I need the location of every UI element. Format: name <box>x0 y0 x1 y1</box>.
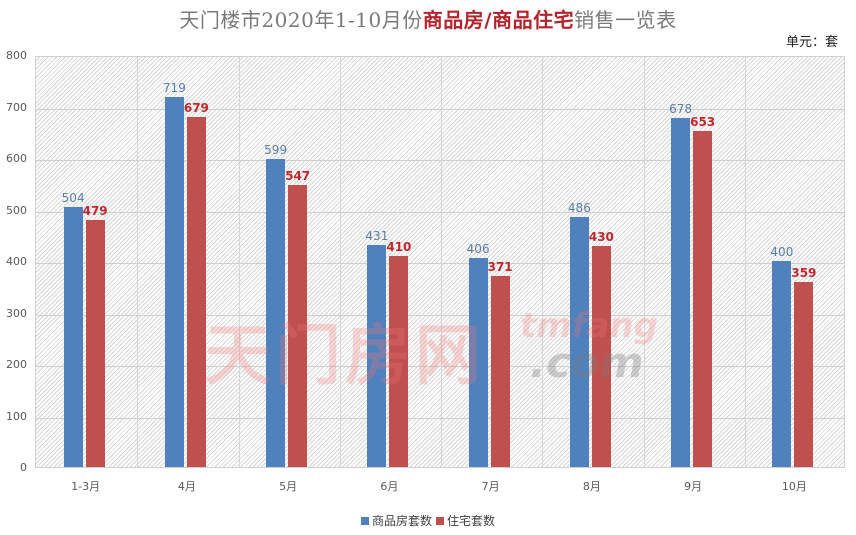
y-tick-label: 200 <box>6 358 27 371</box>
bar-residential <box>288 185 308 467</box>
category-divider <box>339 57 341 467</box>
bar-residential <box>85 220 105 467</box>
data-label: 486 <box>567 200 591 215</box>
bar-commercial-housing <box>266 158 286 467</box>
category-divider <box>744 57 746 467</box>
category-divider <box>542 57 544 467</box>
x-tick-label: 7月 <box>481 480 500 493</box>
legend-swatch-icon <box>436 516 444 525</box>
category-divider <box>238 57 240 467</box>
data-label: 406 <box>466 241 490 256</box>
data-label: 599 <box>264 142 288 157</box>
data-label: 430 <box>588 229 614 244</box>
data-label: 410 <box>386 239 412 254</box>
bar-commercial-housing <box>569 216 589 467</box>
category-divider <box>643 57 645 467</box>
title-highlight-2: 商品住宅 <box>492 8 575 32</box>
bar-residential <box>794 282 814 467</box>
gridline <box>36 108 844 110</box>
x-tick-label: 6月 <box>380 480 399 493</box>
x-tick-label: 5月 <box>279 480 298 493</box>
data-label: 431 <box>365 229 389 244</box>
bar-residential <box>490 275 510 467</box>
x-tick-label: 8月 <box>582 480 601 493</box>
bar-commercial-housing <box>772 261 792 467</box>
y-tick-label: 0 <box>20 461 27 474</box>
gridline <box>36 417 844 419</box>
chart-title: 天门楼市2020年1-10月份商品房/商品住宅销售一览表 <box>0 4 856 33</box>
legend-label: 住宅套数 <box>447 514 496 528</box>
y-tick-label: 500 <box>6 203 27 217</box>
data-label: 679 <box>183 101 209 116</box>
y-tick-label: 400 <box>6 255 27 268</box>
y-tick-label: 700 <box>6 100 27 114</box>
gridline <box>36 263 844 264</box>
bar-residential <box>389 255 409 467</box>
legend-item: 住宅套数 <box>436 512 495 529</box>
x-tick-label: 1-3月 <box>71 480 101 493</box>
data-label: 719 <box>162 80 186 95</box>
bar-commercial-housing <box>63 207 83 467</box>
title-highlight-1: 商品房 <box>422 8 485 32</box>
x-tick-label: 4月 <box>177 480 196 493</box>
y-tick-label: 800 <box>6 49 27 62</box>
data-label: 479 <box>82 204 108 219</box>
data-label: 678 <box>669 101 693 116</box>
data-label: 504 <box>61 191 85 206</box>
title-separator: / <box>484 8 493 32</box>
data-label: 400 <box>770 245 794 259</box>
x-tick-label: 9月 <box>684 480 703 493</box>
legend-label: 商品房套数 <box>371 514 432 528</box>
legend: 商品房套数 住宅套数 <box>0 512 856 529</box>
data-label: 653 <box>690 114 716 129</box>
bar-commercial-housing <box>367 245 387 467</box>
data-label: 371 <box>487 259 513 274</box>
title-text-1: 天门楼市2020年1-10月份 <box>179 8 423 32</box>
gridline <box>36 314 844 316</box>
legend-swatch-icon <box>360 516 369 525</box>
bar-commercial-housing <box>164 96 184 467</box>
x-tick-label: 10月 <box>781 480 807 493</box>
y-tick-label: 300 <box>6 306 27 320</box>
category-divider <box>137 57 139 467</box>
gridline <box>36 366 844 367</box>
gridline <box>36 160 844 161</box>
y-tick-label: 600 <box>6 152 27 165</box>
gridline <box>36 211 844 213</box>
legend-item: 商品房套数 <box>360 512 432 529</box>
category-divider <box>441 57 442 467</box>
title-text-2: 销售一览表 <box>574 8 677 32</box>
bar-residential <box>693 130 713 467</box>
data-label: 359 <box>791 266 817 281</box>
y-tick-label: 100 <box>6 409 27 423</box>
bar-commercial-housing <box>468 257 488 467</box>
bar-residential <box>186 117 206 467</box>
bar-commercial-housing <box>671 117 691 467</box>
unit-label: 单元：套 <box>785 35 838 50</box>
data-label: 547 <box>285 169 311 184</box>
plot-area: 504 479 719 679 599 547 431 410 406 371 486 430 678 6… <box>35 56 845 468</box>
bar-residential <box>591 245 611 467</box>
